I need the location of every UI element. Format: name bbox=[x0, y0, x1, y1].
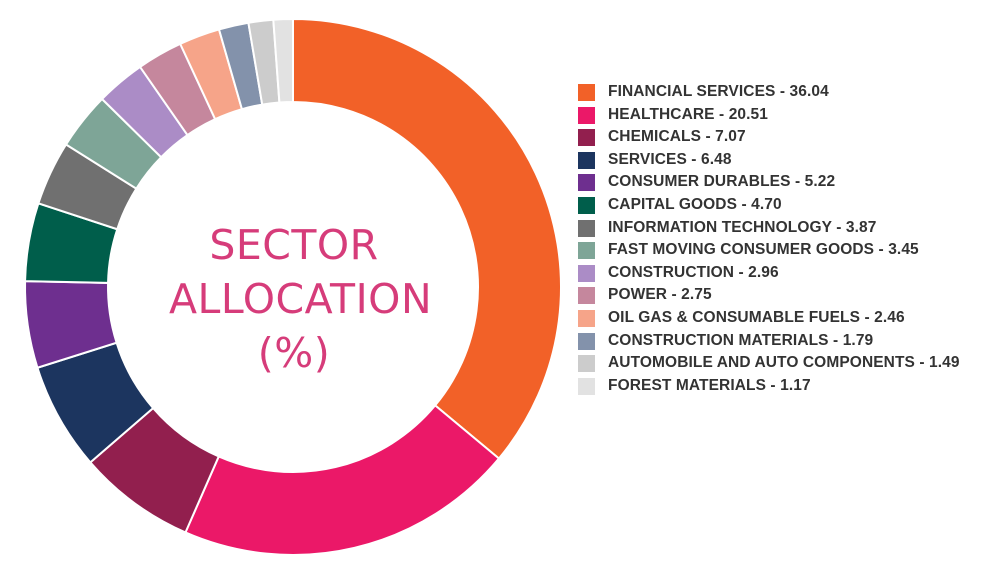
legend-item: CONSUMER DURABLES - 5.22 bbox=[578, 171, 983, 194]
legend-swatch bbox=[578, 106, 595, 124]
legend-label: AUTOMOBILE AND AUTO COMPONENTS - 1.49 bbox=[608, 354, 960, 372]
legend-swatch bbox=[578, 242, 595, 260]
legend-label: SERVICES - 6.48 bbox=[608, 150, 732, 168]
legend-swatch bbox=[578, 355, 595, 373]
legend-item: OIL GAS & CONSUMABLE FUELS - 2.46 bbox=[578, 307, 983, 330]
legend-label: FOREST MATERIALS - 1.17 bbox=[608, 376, 811, 394]
legend-label: FINANCIAL SERVICES - 36.04 bbox=[608, 83, 829, 100]
legend-item: SERVICES - 6.48 bbox=[578, 149, 983, 172]
legend-swatch bbox=[578, 84, 595, 101]
legend-swatch bbox=[578, 196, 595, 214]
legend-swatch bbox=[578, 219, 595, 237]
legend-label: OIL GAS & CONSUMABLE FUELS - 2.46 bbox=[608, 308, 905, 326]
legend-label: HEALTHCARE - 20.51 bbox=[608, 105, 768, 123]
center-title-line-2: ALLOCATION bbox=[169, 275, 433, 323]
legend-label: CONSTRUCTION - 2.96 bbox=[608, 263, 779, 281]
legend-swatch bbox=[578, 129, 595, 147]
legend-item: FAST MOVING CONSUMER GOODS - 3.45 bbox=[578, 239, 983, 262]
legend-swatch bbox=[578, 151, 595, 169]
legend-swatch bbox=[578, 264, 595, 282]
legend-item: CAPITAL GOODS - 4.70 bbox=[578, 194, 983, 217]
legend-swatch bbox=[578, 287, 595, 305]
legend-swatch bbox=[578, 332, 595, 350]
legend-item: INFORMATION TECHNOLOGY - 3.87 bbox=[578, 217, 983, 240]
legend-swatch bbox=[578, 174, 595, 192]
legend-label: CONSUMER DURABLES - 5.22 bbox=[608, 173, 836, 191]
legend-swatch bbox=[578, 377, 595, 395]
legend-item: AUTOMOBILE AND AUTO COMPONENTS - 1.49 bbox=[578, 352, 983, 375]
chart-legend: FINANCIAL SERVICES - 36.04 HEALTHCARE - 2… bbox=[578, 81, 983, 397]
legend-item: CONSTRUCTION - 2.96 bbox=[578, 262, 983, 285]
legend-item: FINANCIAL SERVICES - 36.04 bbox=[578, 81, 983, 104]
legend-item: FOREST MATERIALS - 1.17 bbox=[578, 375, 983, 398]
legend-item: CONSTRUCTION MATERIALS - 1.79 bbox=[578, 330, 983, 353]
legend-item: HEALTHCARE - 20.51 bbox=[578, 104, 983, 127]
chart-center-title: SECTOR ALLOCATION (%) bbox=[169, 218, 433, 380]
legend-label: POWER - 2.75 bbox=[608, 286, 712, 304]
legend-swatch bbox=[578, 309, 595, 327]
legend-label: CHEMICALS - 7.07 bbox=[608, 128, 746, 146]
donut-slice-healthcare bbox=[184, 404, 501, 556]
legend-item: POWER - 2.75 bbox=[578, 284, 983, 307]
center-title-line-3: (%) bbox=[257, 329, 331, 377]
donut-slice-financial-services bbox=[292, 17, 562, 460]
donut-slice-forest-materials bbox=[272, 17, 294, 104]
legend-label: CONSTRUCTION MATERIALS - 1.79 bbox=[608, 331, 874, 349]
center-title-line-1: SECTOR bbox=[209, 221, 379, 269]
legend-label: INFORMATION TECHNOLOGY - 3.87 bbox=[608, 218, 877, 236]
legend-label: CAPITAL GOODS - 4.70 bbox=[608, 195, 782, 213]
legend-item: CHEMICALS - 7.07 bbox=[578, 126, 983, 149]
legend-label: FAST MOVING CONSUMER GOODS - 3.45 bbox=[608, 241, 919, 259]
